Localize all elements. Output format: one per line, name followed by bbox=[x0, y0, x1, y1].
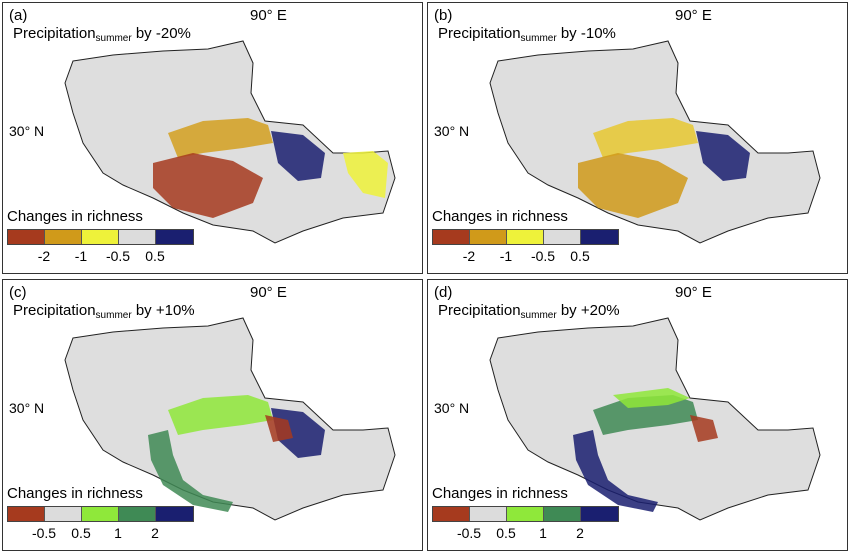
legend-swatch bbox=[544, 507, 581, 521]
panel-title: Precipitationsummer by +20% bbox=[438, 302, 620, 321]
hotspot-central-band bbox=[593, 118, 698, 158]
legend-tick-label: 2 bbox=[151, 525, 159, 541]
panel-title: Precipitationsummer by -20% bbox=[13, 25, 191, 44]
hotspots bbox=[148, 395, 325, 512]
legend-tick-label: -0.5 bbox=[105, 248, 131, 264]
legend-swatch bbox=[119, 230, 156, 244]
panel-label: (b) bbox=[434, 7, 453, 24]
legend-swatch bbox=[45, 230, 82, 244]
legend-swatch bbox=[470, 507, 507, 521]
legend-colorbar bbox=[7, 506, 194, 522]
legend-tick-label: -0.5 bbox=[456, 525, 482, 541]
legend-swatch bbox=[470, 230, 507, 244]
latitude-label: 30° N bbox=[434, 400, 470, 416]
latitude-label: 30° N bbox=[434, 123, 470, 139]
legend-colorbar bbox=[7, 229, 194, 245]
legend-tick-label: 1 bbox=[539, 525, 547, 541]
legend-tick-label: 1 bbox=[114, 525, 122, 541]
legend-swatch bbox=[433, 230, 470, 244]
hotspots bbox=[573, 388, 718, 512]
panel-label: (a) bbox=[9, 7, 28, 24]
hotspots bbox=[153, 118, 388, 218]
legend-title: Changes in richness bbox=[432, 485, 568, 502]
legend-swatch bbox=[82, 230, 119, 244]
plateau-map bbox=[489, 40, 821, 244]
legend-tick-label: 2 bbox=[576, 525, 584, 541]
map-panel-c: (c) 90° E Precipitationsummer by +10% 30… bbox=[2, 279, 423, 551]
legend-tick-label: 0.5 bbox=[145, 248, 165, 264]
legend-tick-label: -2 bbox=[37, 248, 51, 264]
legend-title: Changes in richness bbox=[7, 485, 143, 502]
longitude-label: 90° E bbox=[250, 284, 287, 301]
legend-tick-label: 0.5 bbox=[570, 248, 590, 264]
map-panel-d: (d) 90° E Precipitationsummer by +20% 30… bbox=[427, 279, 848, 551]
legend-swatch bbox=[82, 507, 119, 521]
panel-label: (d) bbox=[434, 284, 453, 301]
legend-swatch bbox=[507, 230, 544, 244]
hotspot-south-central bbox=[578, 153, 688, 218]
legend-tick-label: -0.5 bbox=[31, 525, 57, 541]
latitude-label: 30° N bbox=[9, 400, 45, 416]
legend-tick-label: -0.5 bbox=[530, 248, 556, 264]
hotspot-far-east bbox=[343, 151, 388, 198]
map-panel-b: (b) 90° E Precipitationsummer by -10% 30… bbox=[427, 2, 848, 274]
hotspot-central-band bbox=[593, 395, 698, 435]
legend-swatch bbox=[156, 507, 193, 521]
legend-tick-label: -1 bbox=[74, 248, 88, 264]
hotspot-north-edge bbox=[613, 388, 690, 408]
map-panel-a: (a) 90° E Precipitationsummer by -20% 30… bbox=[2, 2, 423, 274]
legend-tick-label: -1 bbox=[499, 248, 513, 264]
plateau-map bbox=[64, 317, 396, 521]
plateau-map bbox=[489, 317, 821, 521]
legend-tick-label: 0.5 bbox=[496, 525, 516, 541]
legend-swatch bbox=[433, 507, 470, 521]
hotspot-east bbox=[271, 131, 325, 181]
hotspot-south-central bbox=[153, 153, 263, 218]
legend-swatch bbox=[8, 507, 45, 521]
legend-swatch bbox=[581, 507, 618, 521]
hotspots bbox=[578, 118, 750, 218]
hotspot-central-band bbox=[168, 395, 273, 435]
hotspot-south-west-arc bbox=[148, 430, 233, 512]
hotspot-central-band bbox=[168, 118, 273, 158]
legend-colorbar bbox=[432, 229, 619, 245]
longitude-label: 90° E bbox=[675, 284, 712, 301]
longitude-label: 90° E bbox=[675, 7, 712, 24]
legend-swatch bbox=[581, 230, 618, 244]
longitude-label: 90° E bbox=[250, 7, 287, 24]
panel-label: (c) bbox=[9, 284, 27, 301]
legend-tick-label: -2 bbox=[462, 248, 476, 264]
legend-colorbar bbox=[432, 506, 619, 522]
legend-tick-label: 0.5 bbox=[71, 525, 91, 541]
legend-swatch bbox=[507, 507, 544, 521]
plateau-map bbox=[64, 40, 396, 244]
legend-title: Changes in richness bbox=[432, 208, 568, 225]
hotspot-east bbox=[696, 131, 750, 181]
hotspot-east-central-patch bbox=[265, 415, 293, 442]
panel-title: Precipitationsummer by -10% bbox=[438, 25, 616, 44]
hotspot-east-central-patch bbox=[690, 415, 718, 442]
hotspot-south-west-arc bbox=[573, 430, 658, 512]
legend-title: Changes in richness bbox=[7, 208, 143, 225]
legend-swatch bbox=[156, 230, 193, 244]
panel-title: Precipitationsummer by +10% bbox=[13, 302, 195, 321]
legend-swatch bbox=[45, 507, 82, 521]
latitude-label: 30° N bbox=[9, 123, 45, 139]
legend-swatch bbox=[8, 230, 45, 244]
legend-swatch bbox=[119, 507, 156, 521]
legend-swatch bbox=[544, 230, 581, 244]
